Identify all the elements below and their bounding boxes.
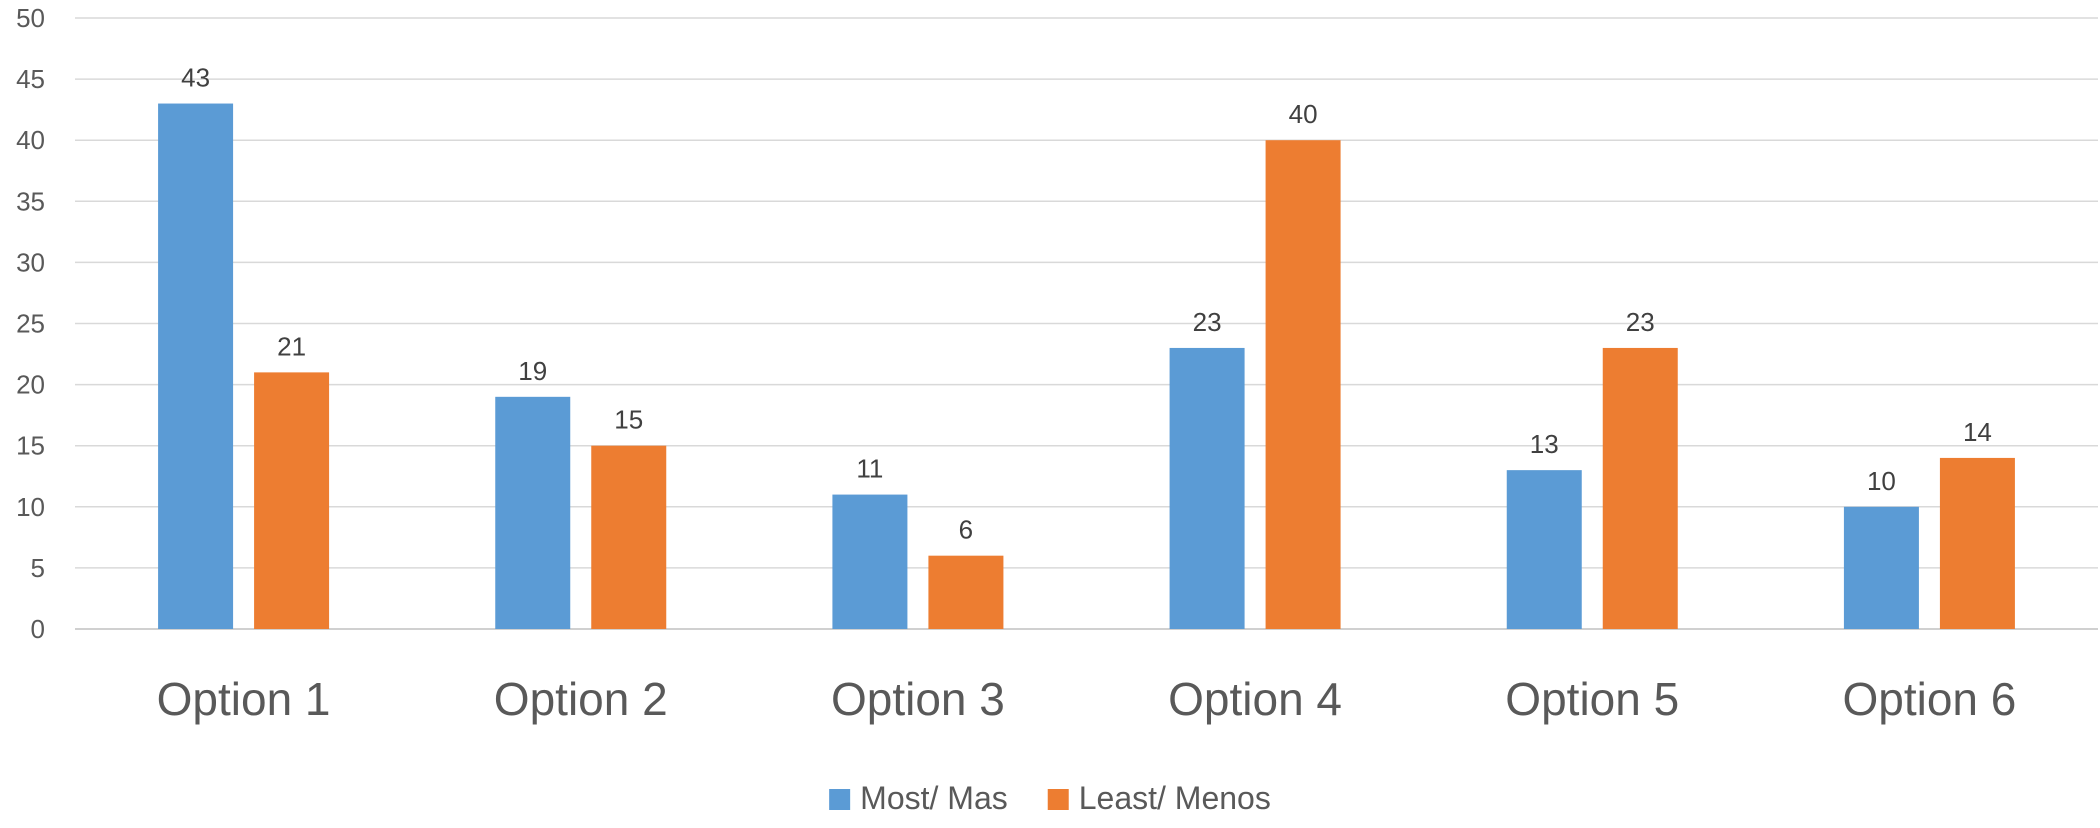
legend-swatch [829,789,851,810]
data-label: 23 [1193,307,1222,337]
y-tick-label: 50 [16,3,45,33]
bar-most-option-2 [495,396,571,629]
data-label: 43 [181,63,210,93]
bar-least-option-1 [254,372,330,629]
legend-item: Least/ Menos [1047,780,1271,816]
bar-most-option-5 [1506,470,1582,629]
y-tick-label: 45 [16,64,45,94]
y-tick-label: 20 [16,370,45,400]
x-axis: Option 1 Option 2 Option 3 Option 4 Option 5… [157,673,2017,725]
data-label: 19 [518,356,547,386]
data-label: 21 [277,331,306,361]
legend-item: Most/ Mas [829,780,1008,816]
bar-most-option-4 [1169,347,1245,629]
data-label: 15 [614,405,643,435]
legend-swatch [1047,789,1069,810]
data-label: 6 [959,515,973,545]
data-label: 11 [856,454,883,484]
data-label: 13 [1530,429,1559,459]
legend-label: Most/ Mas [860,780,1008,816]
y-tick-label: 35 [16,186,45,216]
x-tick-label: Option 2 [494,673,668,725]
bar-least-option-3 [928,555,1004,629]
y-tick-label: 10 [16,492,45,522]
gridlines [75,17,2098,630]
bar-least-option-2 [591,445,667,629]
y-axis: 0 5 10 15 20 25 30 35 40 45 50 [16,3,45,644]
y-tick-label: 5 [31,553,45,583]
bar-least-option-5 [1602,347,1678,629]
x-tick-label: Option 4 [1168,673,1342,725]
data-label: 40 [1289,99,1318,129]
x-tick-label: Option 1 [157,673,331,725]
data-labels: 43 21 19 15 11 6 23 40 13 23 10 14 [181,63,1992,545]
bar-most-option-6 [1843,506,1919,629]
legend: Most/ Mas Least/ Menos [829,780,1271,816]
bar-most-option-1 [158,103,234,630]
y-tick-label: 25 [16,309,45,339]
x-tick-label: Option 5 [1505,673,1679,725]
x-tick-label: Option 6 [1842,673,2016,725]
data-label: 23 [1626,307,1655,337]
data-label: 14 [1963,417,1992,447]
data-label: 10 [1867,466,1896,496]
bar-least-option-4 [1265,140,1341,629]
y-tick-label: 40 [16,125,45,155]
bar-most-option-3 [832,494,908,629]
bar-least-option-6 [1939,457,2015,629]
legend-label: Least/ Menos [1079,780,1271,816]
x-tick-label: Option 3 [831,673,1005,725]
y-tick-label: 15 [16,431,45,461]
y-tick-label: 0 [31,614,45,644]
y-tick-label: 30 [16,247,45,277]
bars [158,103,2015,630]
